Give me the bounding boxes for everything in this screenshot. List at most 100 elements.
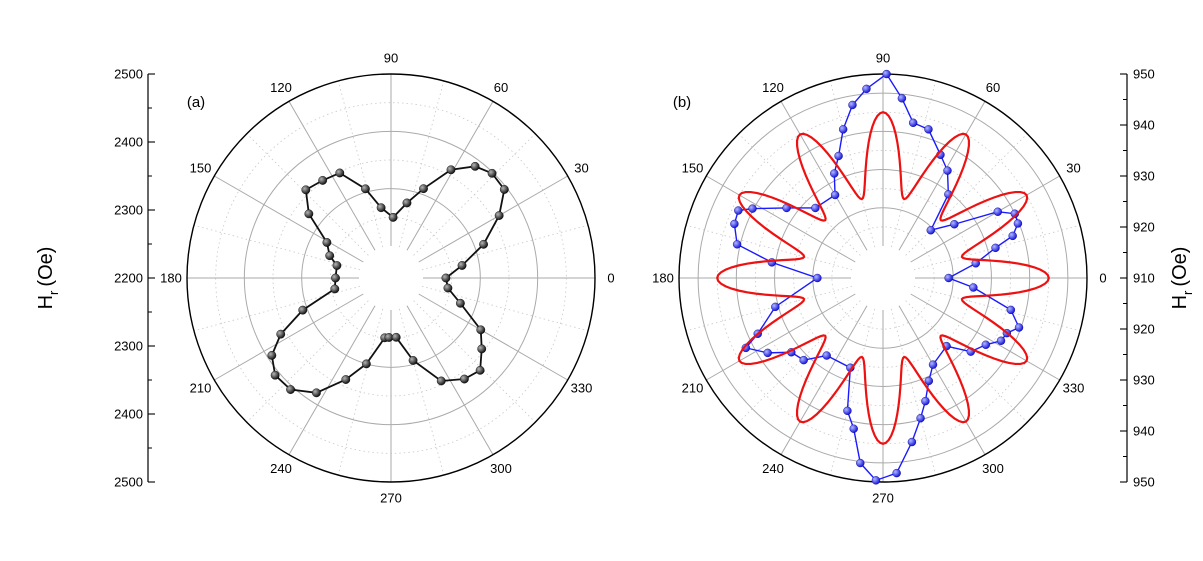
data-point	[312, 388, 321, 398]
data-point	[419, 184, 428, 194]
angle-tick-label: 120	[762, 80, 784, 95]
minor-grid-spoke	[685, 224, 853, 271]
data-point	[924, 125, 933, 134]
data-point	[734, 206, 743, 215]
major-grid-spoke	[706, 293, 856, 381]
axis-title-subscript: r	[1180, 290, 1195, 295]
data-point	[732, 240, 742, 249]
axis-title-subscript: r	[46, 290, 61, 295]
data-point	[950, 220, 959, 229]
angle-tick-label: 60	[986, 80, 1000, 95]
data-point	[838, 125, 848, 134]
angle-tick-label: 330	[1063, 381, 1085, 396]
angle-tick-label: 300	[982, 461, 1004, 476]
minor-grid-spoke	[829, 308, 876, 476]
radial-tick-label: 2500	[114, 67, 143, 82]
angle-tick-label: 180	[160, 271, 182, 286]
data-point	[318, 176, 328, 185]
radial-tick-label: 950	[1133, 475, 1155, 490]
outer-circle	[186, 73, 596, 483]
minor-grid-spoke	[890, 308, 937, 476]
data-point	[494, 211, 504, 220]
axis-title-unit: (Oe)	[1169, 247, 1191, 287]
axis-title-symbol: H	[1169, 295, 1191, 309]
radial-tick-label: 2400	[114, 407, 143, 422]
polar-panel-b: 0 30 60 90 120 150 180 210 240 270 300 330 950 940 930…	[652, 51, 1195, 506]
data-point	[926, 226, 935, 235]
minor-grid-spoke	[890, 80, 937, 248]
data-point	[892, 468, 901, 478]
data-point	[924, 376, 934, 386]
minor-grid-spoke	[905, 300, 1028, 423]
data-point	[1014, 323, 1024, 332]
angle-tick-label: 120	[270, 80, 292, 95]
angle-tick-label: 240	[762, 461, 784, 476]
data-point	[991, 243, 1000, 253]
data-point	[981, 340, 991, 349]
data-point	[476, 325, 486, 335]
angle-tick-label: 30	[574, 161, 588, 176]
major-grid-spoke	[214, 175, 364, 263]
data-point	[907, 437, 917, 447]
radial-tick-label: 2500	[114, 475, 143, 490]
major-grid-spoke	[418, 293, 568, 381]
data-point	[408, 356, 418, 365]
data-point	[332, 261, 342, 270]
data-point	[748, 204, 757, 213]
data-point	[916, 413, 925, 423]
series-line	[733, 73, 1020, 482]
data-point	[943, 166, 952, 175]
data-point	[441, 273, 451, 283]
data-point	[822, 351, 831, 360]
data-point	[335, 168, 345, 178]
data-point	[799, 355, 808, 365]
minor-grid-spoke	[337, 308, 384, 476]
data-point	[993, 207, 1002, 216]
data-point	[322, 238, 332, 247]
data-point	[811, 203, 820, 213]
axis-title-unit: (Oe)	[35, 247, 57, 287]
radial-tick-label: 950	[1133, 67, 1155, 82]
angle-tick-label: 300	[490, 461, 512, 476]
radial-tick-label: 920	[1133, 220, 1155, 235]
data-point	[897, 94, 907, 103]
data-point	[479, 239, 488, 249]
major-grid-spoke	[780, 101, 868, 251]
radial-tick-label: 2400	[114, 135, 143, 150]
data-point	[341, 375, 351, 384]
minor-grid-spoke	[421, 224, 589, 271]
major-grid-spoke	[706, 175, 856, 263]
data-point	[871, 476, 881, 485]
radial-axis-title: Hr (Oe)	[1169, 247, 1195, 310]
data-point	[856, 458, 865, 468]
data-point	[487, 168, 497, 178]
data-point	[771, 302, 780, 312]
radial-tick-label: 2300	[114, 203, 143, 218]
axis-title-symbol: H	[35, 295, 57, 309]
major-grid-spoke	[288, 305, 376, 455]
angle-tick-label: 60	[494, 80, 508, 95]
minor-grid-spoke	[413, 133, 536, 256]
major-grid-spoke	[898, 305, 986, 455]
panel-label: (b)	[673, 94, 691, 111]
data-point	[388, 212, 398, 222]
data-point	[267, 350, 277, 360]
data-point	[457, 261, 467, 270]
data-point	[402, 198, 412, 208]
data-point	[849, 424, 858, 433]
data-point	[813, 273, 822, 283]
data-point	[830, 169, 839, 178]
data-point	[996, 336, 1006, 345]
data-point	[1006, 305, 1016, 315]
data-point	[944, 273, 953, 283]
polar-panel-a: 0 30 60 90 120 150 180 210 240 270 300 330 2500 2400 2…	[35, 51, 615, 506]
minor-grid-spoke	[246, 300, 369, 423]
data-point	[1008, 231, 1017, 241]
angle-tick-label: 0	[1099, 271, 1106, 286]
data-point	[834, 151, 843, 161]
major-grid-spoke	[418, 175, 568, 263]
fit-curve	[716, 111, 1050, 445]
data-point	[436, 376, 446, 386]
minor-grid-spoke	[421, 285, 589, 332]
